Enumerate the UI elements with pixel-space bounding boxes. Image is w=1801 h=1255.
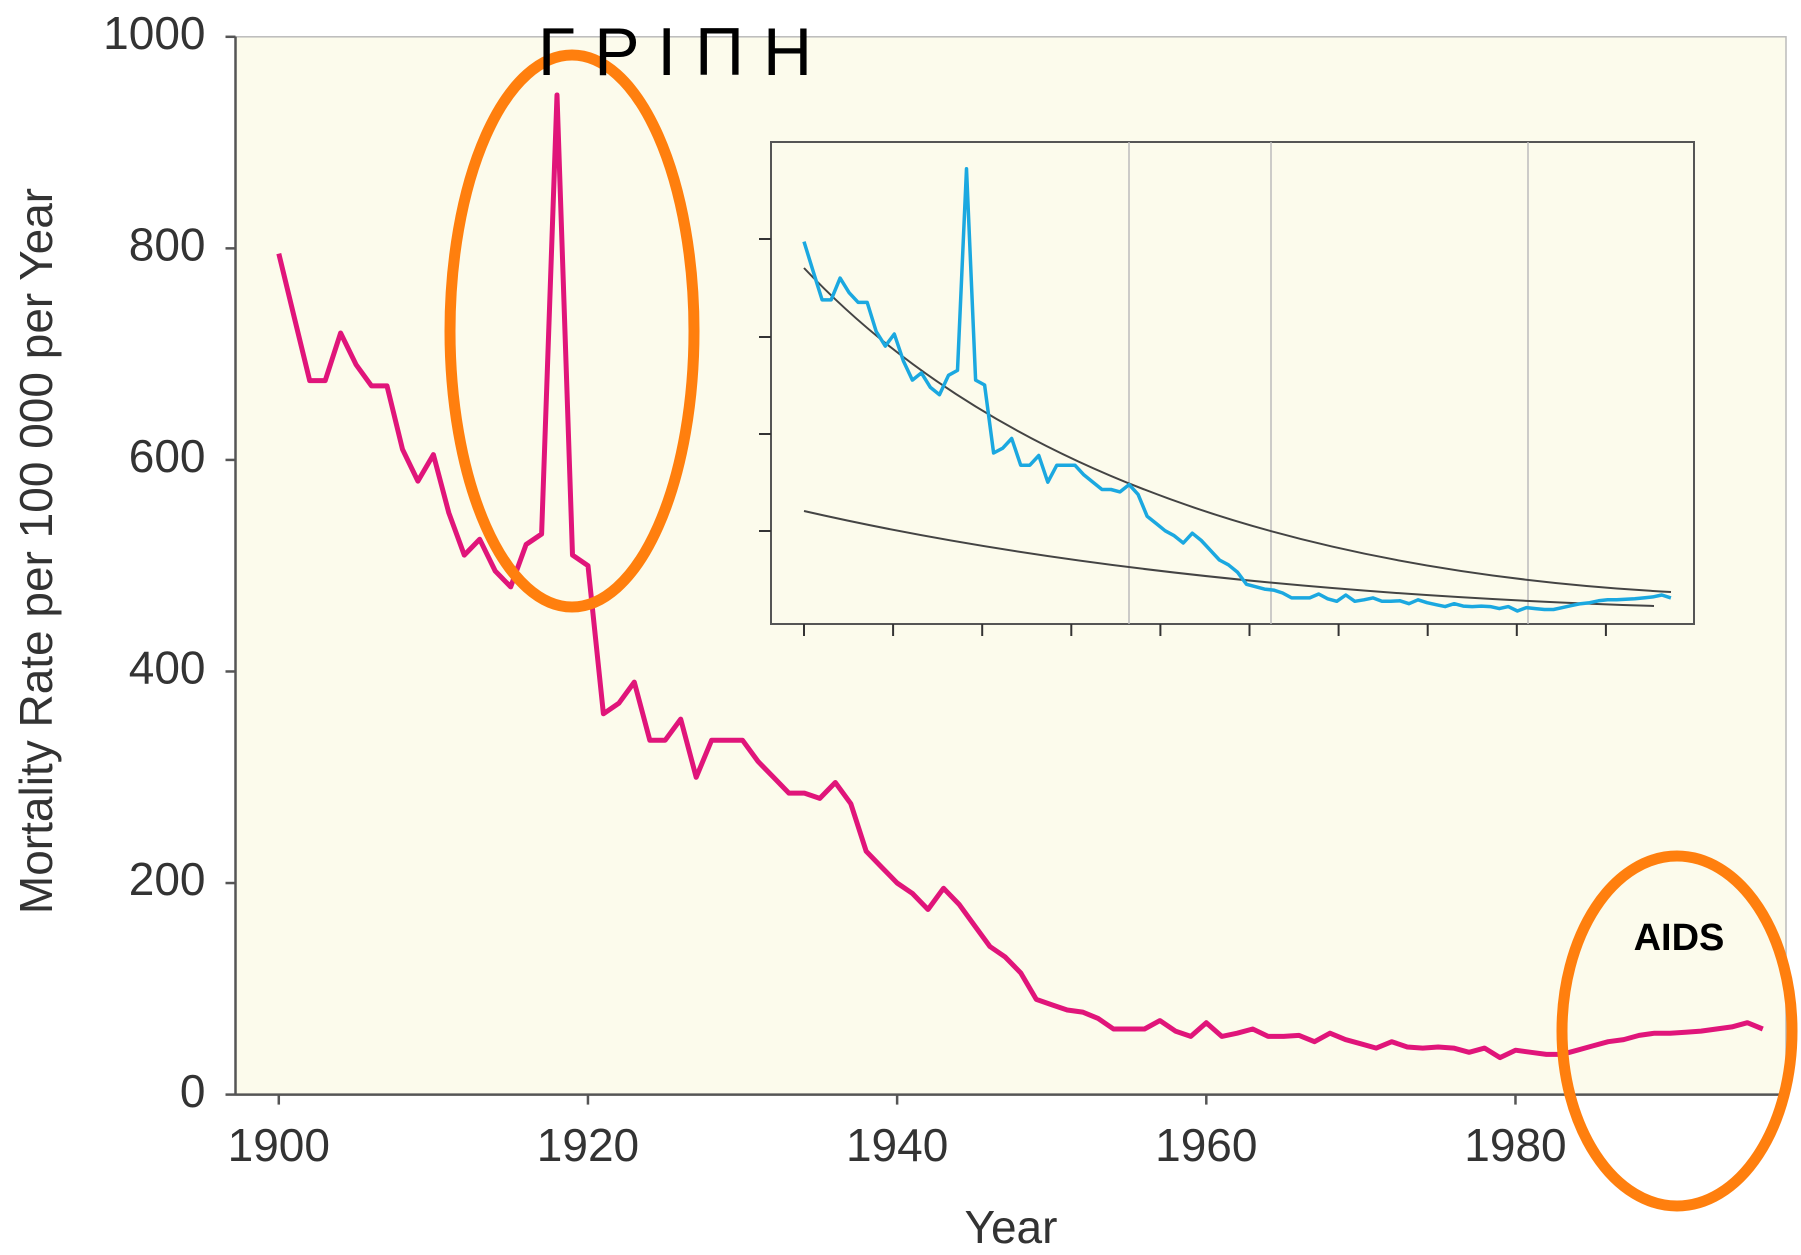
inset-series bbox=[802, 166, 1672, 613]
y-tick-label: 400 bbox=[129, 642, 206, 694]
y-tick-label: 0 bbox=[180, 1065, 206, 1117]
y-tick-label: 800 bbox=[129, 219, 206, 271]
annotation: Γ Ρ Ι Π Η bbox=[538, 14, 812, 90]
y-tick-label: 600 bbox=[129, 430, 206, 482]
y-axis-label: Mortality Rate per 100 000 per Year bbox=[10, 188, 62, 914]
highlight-ellipse bbox=[1556, 850, 1798, 1212]
annotation: AIDS bbox=[1634, 917, 1725, 959]
x-tick-label: 1980 bbox=[1464, 1119, 1566, 1171]
x-tick-label: 1900 bbox=[228, 1119, 330, 1171]
main-plot: 0 200 400 600 800 1000 1900 1920 1940 1960 1980 bbox=[103, 7, 1786, 1171]
x-axis-label: Year bbox=[965, 1201, 1058, 1253]
inset-ticks bbox=[759, 238, 1607, 636]
inset-line bbox=[802, 166, 1672, 613]
x-tick-label: 1920 bbox=[537, 1119, 639, 1171]
fit-curve bbox=[803, 267, 1672, 593]
highlight-ellipse bbox=[444, 49, 700, 613]
fit-curve bbox=[803, 510, 1655, 607]
y-tick-label: 200 bbox=[129, 853, 206, 905]
inset-frame bbox=[770, 141, 1695, 625]
x-tick-label: 1960 bbox=[1155, 1119, 1257, 1171]
data-line bbox=[276, 92, 1764, 1061]
inset bbox=[759, 141, 1695, 636]
x-tick-label: 1940 bbox=[846, 1119, 948, 1171]
y-tick-label: 1000 bbox=[103, 7, 205, 59]
